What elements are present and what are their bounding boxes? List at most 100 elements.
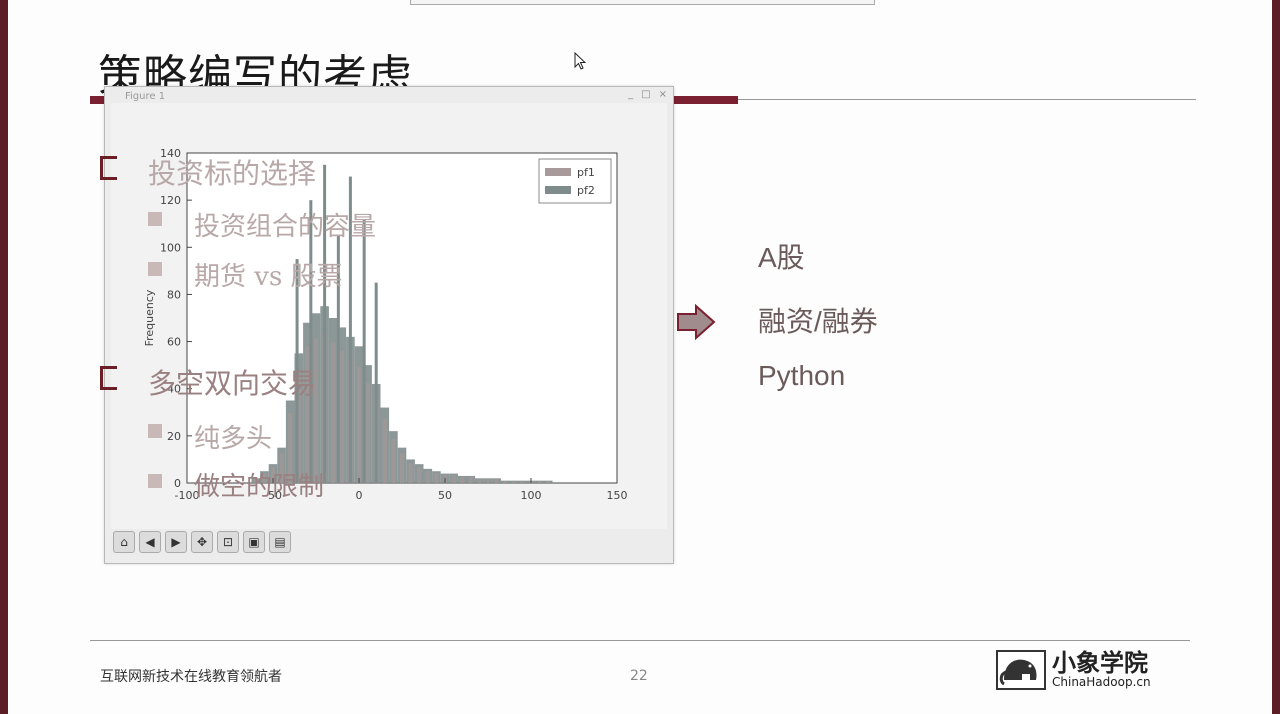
histogram-bar [494,478,499,483]
histogram-bar [503,480,508,483]
y-tick-label: 0 [174,477,181,490]
histogram-bar [417,466,422,483]
x-tick-label: 0 [356,489,363,502]
histogram-spike [374,282,378,483]
histogram-bar [477,478,482,483]
mouse-cursor-icon [574,52,587,70]
histogram-spike [309,200,313,483]
right-list-item: A股 [758,242,805,273]
x-tick-label: 100 [521,489,542,502]
forward-icon[interactable]: ▶ [165,531,187,553]
y-tick-label: 80 [167,288,181,301]
histogram-bar [296,372,301,483]
sub-bullet-marker [148,212,162,226]
save-icon[interactable]: ▤ [269,531,291,553]
histogram-bar [270,466,276,483]
histogram-spike [336,235,340,483]
maximize-icon[interactable]: □ [641,89,651,100]
y-tick-label: 60 [167,336,181,349]
close-icon[interactable]: × [658,89,667,100]
y-tick-label: 140 [160,147,181,160]
histogram-bar [365,382,370,483]
sub-bullet-marker [148,262,162,276]
legend-box [538,158,612,204]
figure-toolbar: ⌂ ◀ ▶ ✥ ⊡ ▣ ▤ [113,531,291,553]
bullet-marker [100,156,117,180]
x-tick-label: -100 [175,489,200,502]
window-controls: _ □ × [628,89,667,100]
plot-area [186,152,618,484]
x-tick-label: 150 [607,489,628,502]
logo-url: ChinaHadoop.cn [1052,675,1151,689]
legend-swatch [545,168,571,176]
histogram-spike [295,259,299,483]
histogram-bar [520,480,525,483]
footer-divider [90,640,1190,641]
y-tick-label: 100 [160,241,181,254]
histogram-spike [362,219,366,483]
histogram-bar [262,472,267,483]
arrow-right-icon [677,304,716,340]
histogram-bar [382,418,387,483]
back-icon[interactable]: ◀ [139,531,161,553]
sub-bullet-marker [148,424,162,438]
zoom-icon[interactable]: ⊡ [217,531,239,553]
histogram-spike [348,176,352,484]
histogram-bar [460,476,465,483]
bullet-item: 纯多头 [194,424,273,454]
logo-name: 小象学院 [1052,649,1148,677]
histogram-chart: -100 -50 0 50 100 150 0 20 40 60 80 100 120 140 Freque… [143,147,628,502]
home-icon[interactable]: ⌂ [113,531,135,553]
histogram-bar [451,474,456,483]
histogram-bar [305,346,310,483]
figure-canvas[interactable]: -100 -50 0 50 100 150 0 20 40 60 80 100 120 140 Freque… [111,103,667,529]
legend-label: pf2 [577,184,595,197]
histogram-bar [288,412,293,483]
histogram-bar [253,478,258,483]
legend-label: pf1 [577,166,595,179]
histogram-bar [356,366,362,483]
histogram-bar [331,342,336,483]
x-tick-label: 50 [438,489,452,502]
histogram-bar [546,480,551,483]
right-list-item: Python [758,360,846,391]
figure-window-title: Figure 1 [125,91,166,102]
legend-swatch [545,186,571,194]
histogram-bar [537,480,542,483]
histogram-bar [468,476,473,483]
bullet-item: 期货 vs 股票 [194,262,343,292]
brand-logo: 小象学院 ChinaHadoop.cn [996,650,1151,690]
bullet-marker [100,366,117,390]
bullet-item: 投资标的选择 [148,157,317,190]
title-underline [738,99,1196,100]
y-tick-label: 40 [167,383,181,396]
y-tick-label: 120 [160,194,181,207]
top-scroll-handle[interactable] [410,0,875,5]
bullet-item: 多空双向交易 [148,367,317,400]
y-tick-label: 20 [167,430,181,443]
figure-window[interactable]: Figure 1 _ □ × -100 -50 0 50 100 150 0 20 40 60 80… [104,86,674,564]
histogram-bar [391,438,396,483]
histogram-spike [323,164,327,483]
x-tick-label: -50 [264,489,282,502]
bullet-item: 做空的限制 [194,472,325,502]
right-list-item: 融资/融券 [758,306,878,337]
elephant-logo-icon [996,650,1046,690]
subplots-icon[interactable]: ▣ [243,531,265,553]
bullet-item: 投资组合的容量 [194,212,377,242]
y-axis-label: Frequency [143,289,156,346]
minimize-icon[interactable]: _ [628,89,634,100]
histogram-bar [279,452,284,483]
histogram-bar [339,350,344,483]
sub-bullet-marker [148,474,162,488]
histogram-bar [485,478,491,483]
histogram-bar [511,480,516,483]
histogram-bar [434,472,439,483]
histogram-bar [313,338,319,483]
histogram-bar [408,462,413,483]
histogram-bar [425,470,430,483]
histogram-bar [399,452,405,483]
pan-icon[interactable]: ✥ [191,531,213,553]
footer-slogan: 互联网新技术在线教育领航者 [100,669,282,685]
slide: 策略编写的考虑 Figure 1 _ □ × -100 -50 0 50 100 150 0… [8,0,1272,714]
